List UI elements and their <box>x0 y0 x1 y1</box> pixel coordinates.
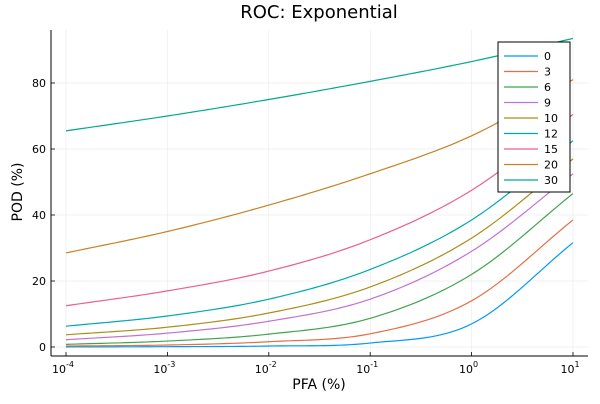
legend-label-30: 30 <box>544 174 558 187</box>
x-tick-label: 100 <box>459 360 478 376</box>
x-tick-exponent: -1 <box>370 360 378 369</box>
series-line-15 <box>65 113 574 307</box>
y-tick-label: 60 <box>32 143 46 156</box>
x-tick-label: 10-1 <box>356 360 378 376</box>
x-tick-label: 101 <box>560 360 579 376</box>
series-line-6 <box>65 193 574 345</box>
series-line-10 <box>65 158 574 336</box>
series-line-20 <box>65 79 574 254</box>
legend-label-15: 15 <box>544 143 558 156</box>
axes <box>50 30 588 357</box>
chart-title: ROC: Exponential <box>240 2 397 23</box>
x-tick-label: 10-4 <box>52 360 74 376</box>
legend-label-6: 6 <box>544 81 551 94</box>
series-line-30 <box>65 37 574 132</box>
series-lines <box>65 37 574 348</box>
y-tick-label: 20 <box>32 275 46 288</box>
legend: 0 3 6 9 10 12 15 20 30 <box>497 41 571 193</box>
x-tick-label: 10-2 <box>255 360 277 376</box>
series-line-9 <box>65 173 574 341</box>
series-line-0 <box>65 242 574 348</box>
x-tick-exponent: -4 <box>66 360 74 369</box>
legend-box <box>497 41 571 193</box>
legend-label-10: 10 <box>544 112 558 125</box>
legend-label-12: 12 <box>544 128 558 141</box>
y-tick-label: 40 <box>32 209 46 222</box>
x-tick-label: 10-3 <box>153 360 175 376</box>
legend-label-3: 3 <box>544 66 551 79</box>
y-tick-label: 80 <box>32 77 46 90</box>
x-tick-exponent: -2 <box>269 360 277 369</box>
series-line-3 <box>65 219 574 347</box>
x-tick-exponent: 0 <box>473 360 478 369</box>
y-tick-label: 0 <box>39 341 46 354</box>
x-tick-exponent: 1 <box>574 360 579 369</box>
legend-label-0: 0 <box>544 50 551 63</box>
series-line-12 <box>65 140 574 327</box>
x-tick-exponent: -3 <box>167 360 175 369</box>
legend-label-9: 9 <box>544 97 551 110</box>
legend-label-20: 20 <box>544 159 558 172</box>
x-axis-label: PFA (%) <box>292 377 345 393</box>
y-axis-label: POD (%) <box>10 163 26 222</box>
